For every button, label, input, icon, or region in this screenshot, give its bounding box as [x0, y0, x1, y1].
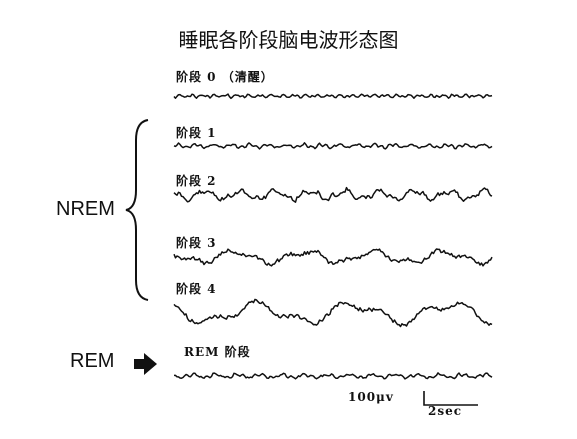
wave-trace-s2 — [173, 186, 493, 203]
stage-label-rem: REM 阶段 — [184, 345, 251, 359]
nrem-label: NREM — [56, 198, 115, 220]
scale-time: 2sec — [428, 404, 463, 418]
scale-bar — [423, 391, 478, 406]
wave-trace-s3 — [173, 248, 493, 267]
nrem-brace — [125, 119, 149, 301]
scale-voltage: 100μv — [348, 390, 394, 404]
wave-trace-rem — [174, 372, 493, 380]
diagram-title: 睡眠各阶段脑电波形态图 — [178, 28, 399, 52]
rem-label: REM — [70, 350, 115, 372]
stage-label-s3: 阶段 3 — [176, 236, 217, 250]
wave-trace-s1 — [173, 142, 493, 150]
stage-label-s1: 阶段 1 — [176, 126, 217, 140]
stage-label-s4: 阶段 4 — [176, 282, 217, 296]
wave-trace-s4 — [173, 298, 493, 328]
stage-label-s0: 阶段 0 （清醒） — [176, 70, 274, 84]
wave-trace-s0 — [173, 93, 493, 100]
stage-label-s2: 阶段 2 — [176, 174, 217, 188]
rem-arrow-icon — [134, 353, 157, 375]
